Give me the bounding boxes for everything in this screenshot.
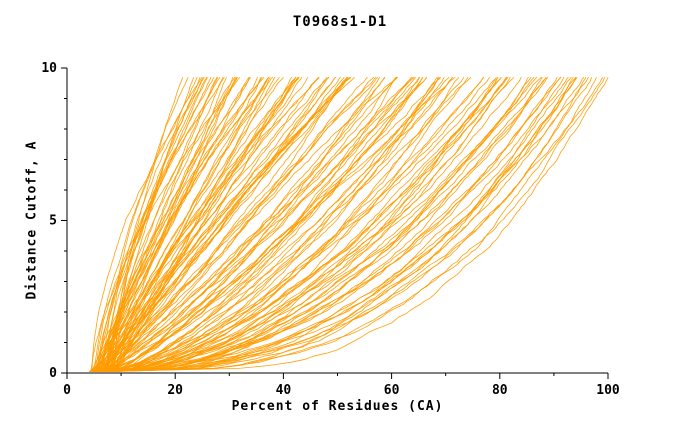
- svg-text:20: 20: [167, 383, 183, 398]
- svg-text:0: 0: [63, 383, 71, 398]
- svg-text:40: 40: [276, 383, 292, 398]
- svg-text:80: 80: [492, 383, 508, 398]
- chart-title: T0968s1-D1: [292, 14, 388, 30]
- svg-text:10: 10: [41, 61, 57, 76]
- svg-text:5: 5: [49, 214, 57, 229]
- svg-text:0: 0: [49, 366, 57, 381]
- axes-layer: [61, 67, 609, 379]
- svg-text:100: 100: [596, 383, 620, 398]
- x-axis-label: Percent of Residues (CA): [231, 399, 444, 414]
- curves-layer: [89, 76, 609, 372]
- tick-labels-layer: 0 20 40 60 80 100 0 5 10: [41, 61, 620, 398]
- svg-text:60: 60: [384, 383, 400, 398]
